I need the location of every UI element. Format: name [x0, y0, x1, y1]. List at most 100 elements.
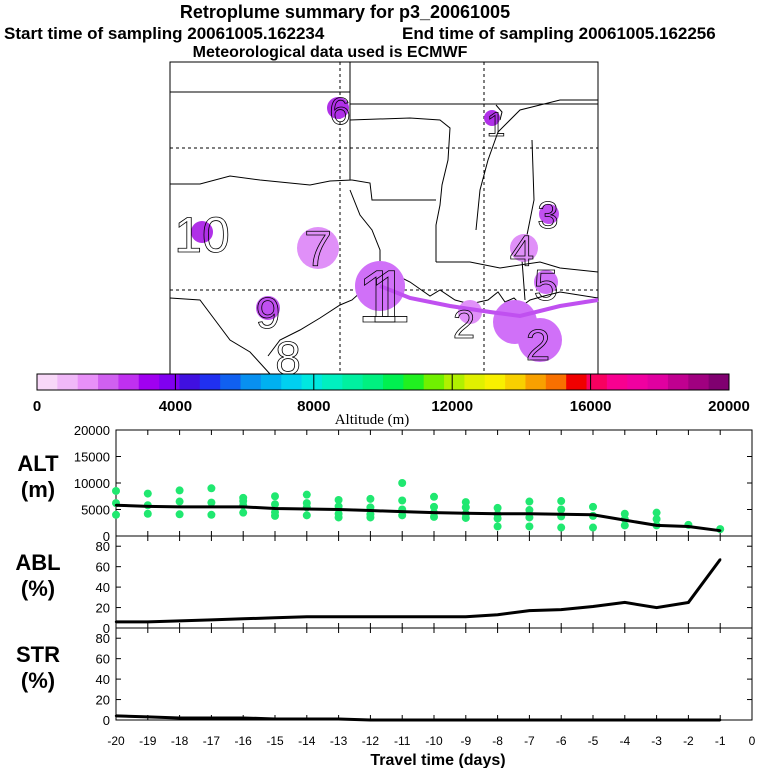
series-point-alt: [242, 505, 245, 509]
x-tick-label: -2: [683, 734, 694, 748]
day-labels: 6 1 3 4 5 10 7 1 1 9 8 2 2: [174, 91, 559, 385]
series-line-alt: [115, 503, 721, 533]
altitude-particle-dot: [271, 500, 279, 509]
altitude-particle-dot: [175, 486, 184, 495]
colorbar-swatch: [606, 374, 628, 390]
panel-ylabel: STR: [16, 642, 60, 667]
x-tick-label: -8: [492, 734, 503, 748]
plume-dot-4: [510, 234, 538, 262]
series-line-abl: [116, 558, 722, 624]
day-label-11b: 1: [369, 255, 410, 338]
series-point-abl: [655, 606, 658, 609]
altitude-particle-dot: [112, 486, 120, 495]
altitude-particle-dot: [175, 497, 184, 506]
series-point-alt: [719, 529, 722, 532]
series-point-abl: [273, 616, 277, 619]
panel-ylabel: (m): [21, 477, 55, 502]
altitude-particle-dot: [334, 495, 343, 504]
altitude-particle-dot: [525, 513, 534, 522]
x-tick-label: -1: [715, 734, 726, 748]
x-tick-label: -20: [107, 734, 125, 748]
series-point-str: [401, 718, 404, 722]
series-point-abl: [210, 618, 213, 622]
y-tick-label: 20: [96, 601, 110, 616]
altitude-particle-dot: [430, 492, 438, 501]
altitude-particle-dot: [398, 479, 407, 487]
x-tick-label: -12: [362, 734, 380, 748]
altitude-particle-dot: [398, 511, 407, 520]
series-point-abl: [114, 620, 118, 624]
series-point-alt: [210, 505, 213, 509]
plume-markers: [191, 97, 599, 362]
x-tick-label: -10: [425, 734, 443, 748]
colorbar-tick-label: 12000: [431, 398, 473, 415]
colorbar-swatch: [545, 374, 567, 390]
series-point-str: [719, 718, 722, 722]
colorbar-tick-label: 4000: [159, 398, 192, 415]
x-tick-label: -15: [266, 734, 284, 748]
colorbar-swatch: [647, 374, 669, 390]
colorbar-swatch: [281, 374, 303, 390]
altitude-particle-dot: [461, 513, 470, 522]
altitude-particle-dot: [652, 508, 661, 517]
day-label-9: 9: [256, 289, 280, 338]
plume-dot-2c: [518, 318, 562, 362]
series-point-alt: [401, 510, 404, 513]
series-point-alt: [623, 518, 626, 522]
series-point-abl: [369, 615, 372, 618]
plume-dot-6: [327, 97, 349, 119]
series-point-abl: [623, 601, 626, 604]
colorbar-swatch: [220, 374, 242, 390]
series-line-str: [115, 714, 721, 722]
altitude-particle-dot: [461, 503, 470, 512]
series-point-abl: [464, 615, 467, 618]
y-tick-label: 80: [96, 539, 110, 554]
altitude-colorbar: [36, 373, 730, 391]
y-tick-label: 10000: [74, 476, 110, 491]
day-label-11: 1: [357, 255, 398, 338]
y-tick-label: 0: [103, 621, 110, 636]
colorbar-tick-label: 8000: [297, 398, 330, 415]
series-point-abl: [401, 615, 404, 618]
series-point-abl: [305, 615, 308, 618]
end-time-label: End time of sampling 20061005.162256: [402, 24, 716, 43]
x-tick-labels: -20 -19 -18 -17 -16 -15 -14 -13 -12 -11 -10 -9 -8 -7-…: [107, 734, 755, 748]
altitude-particle-dot: [271, 511, 279, 520]
series-point-abl: [178, 619, 181, 623]
panel-frame: [115, 535, 753, 629]
series-point-str: [337, 717, 340, 721]
panel-frame: [115, 627, 753, 721]
series-point-alt: [114, 504, 118, 507]
altitude-particle-dot: [334, 513, 343, 522]
colorbar-swatch: [301, 374, 323, 390]
x-tick-label: -5: [588, 734, 599, 748]
altitude-particle-dot: [302, 511, 311, 520]
altitude-particle-dot: [271, 492, 279, 501]
day-label-6: 6: [329, 91, 350, 133]
colorbar-swatch: [37, 374, 58, 390]
colorbar-swatch: [484, 374, 506, 390]
plume-dot-10: [191, 221, 213, 243]
x-tick-label: -18: [171, 734, 189, 748]
x-tick-label: -7: [524, 734, 535, 748]
y-tick-label: 0: [103, 529, 110, 544]
day-label-1: 1: [487, 106, 506, 144]
altitude-particle-dot: [207, 510, 216, 519]
panel-abl: 0 20 40 60 80 ABL(%): [15, 535, 753, 636]
plume-dot-5: [534, 270, 558, 294]
y-tick-label: 20: [96, 693, 110, 708]
colorbar-swatch: [98, 374, 119, 390]
x-axis-label: Travel time (days): [370, 752, 505, 768]
series-point-abl: [496, 613, 499, 616]
series-point-alt: [655, 524, 658, 527]
series-point-str: [687, 718, 690, 722]
colorbar-swatch: [362, 374, 384, 390]
x-tick-label: -19: [139, 734, 157, 748]
colorbar-swatch: [260, 374, 282, 390]
day-label-3: 3: [537, 195, 558, 237]
colorbar-swatch: [138, 374, 160, 390]
series-point-str: [146, 715, 149, 719]
x-tick-label: -4: [619, 734, 630, 748]
series-point-str: [305, 717, 308, 721]
colorbar-swatch: [240, 374, 262, 390]
